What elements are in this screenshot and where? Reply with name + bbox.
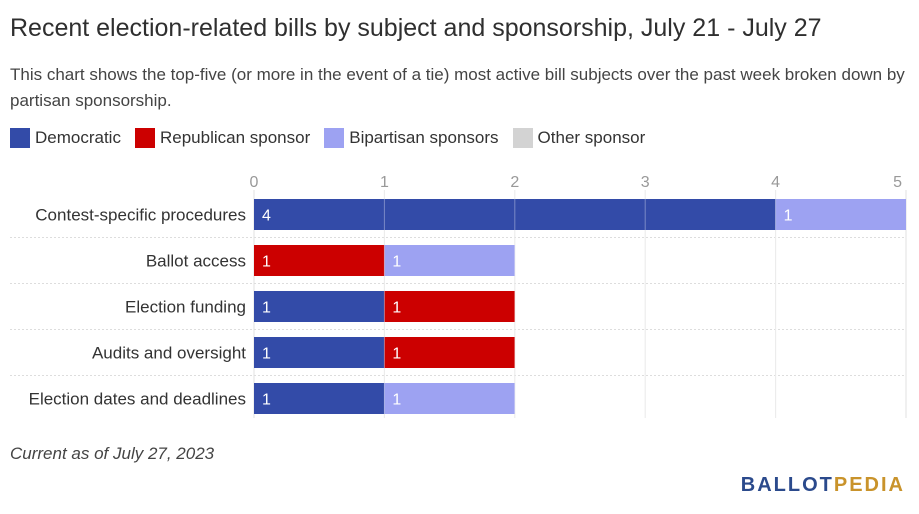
category-label: Election funding [125, 298, 246, 317]
bar-value-label: 4 [262, 208, 271, 225]
bar-segment [384, 245, 515, 276]
bar-value-label: 1 [392, 392, 401, 409]
logo-part-ballot: BALLOT [740, 474, 834, 496]
bar-value-label: 1 [392, 254, 401, 271]
chart-title: Recent election-related bills by subject… [10, 14, 822, 42]
x-tick-label: 1 [380, 174, 389, 191]
x-tick-label: 3 [641, 174, 650, 191]
bar-segment [384, 291, 515, 322]
bar-segment [254, 245, 385, 276]
bar-value-label: 1 [262, 392, 271, 409]
legend-swatch-republican [134, 128, 155, 148]
bar-segment [254, 291, 385, 322]
x-tick-label: 4 [771, 174, 780, 191]
legend-swatch-other [512, 128, 533, 148]
legend-label-other: Other sponsor [537, 128, 646, 147]
legend-item-democratic: Democratic [10, 128, 121, 148]
bar-segment [254, 337, 385, 368]
bar-value-label: 1 [392, 346, 401, 363]
bar-segment [384, 337, 515, 368]
ballotpedia-logo: BALLOTPEDIA [741, 474, 905, 497]
bar-segment [254, 383, 385, 414]
legend-swatch-democratic [10, 128, 30, 148]
bar-segment [775, 199, 906, 230]
category-label: Contest-specific procedures [35, 206, 246, 225]
legend-item-bipartisan: Bipartisan sponsors [324, 128, 499, 148]
bar-value-label: 1 [262, 300, 271, 317]
bar-value-label: 1 [784, 208, 793, 225]
category-label: Ballot access [146, 252, 246, 271]
legend-swatch-bipartisan [324, 128, 345, 148]
legend-item-republican: Republican sponsor [134, 128, 311, 148]
legend-label-democratic: Democratic [35, 128, 121, 147]
footnote: Current as of July 27, 2023 [10, 444, 215, 463]
x-tick-label: 2 [510, 174, 519, 191]
bar-value-label: 1 [392, 300, 401, 317]
chart-subtitle: This chart shows the top-five (or more i… [10, 65, 905, 110]
bar-value-label: 1 [262, 346, 271, 363]
bar-segment [254, 199, 776, 230]
chart-legend: Democratic Republican sponsor Bipartisan… [10, 128, 659, 148]
x-tick-label: 5 [893, 174, 902, 191]
logo-part-pedia: PEDIA [833, 474, 905, 496]
category-label: Audits and oversight [92, 344, 246, 363]
legend-label-bipartisan: Bipartisan sponsors [349, 128, 499, 147]
x-tick-label: 0 [250, 174, 259, 191]
bar-segment [384, 383, 515, 414]
legend-label-republican: Republican sponsor [159, 128, 311, 147]
category-label: Election dates and deadlines [29, 390, 246, 409]
legend-item-other: Other sponsor [512, 128, 646, 148]
bar-value-label: 1 [262, 254, 271, 271]
